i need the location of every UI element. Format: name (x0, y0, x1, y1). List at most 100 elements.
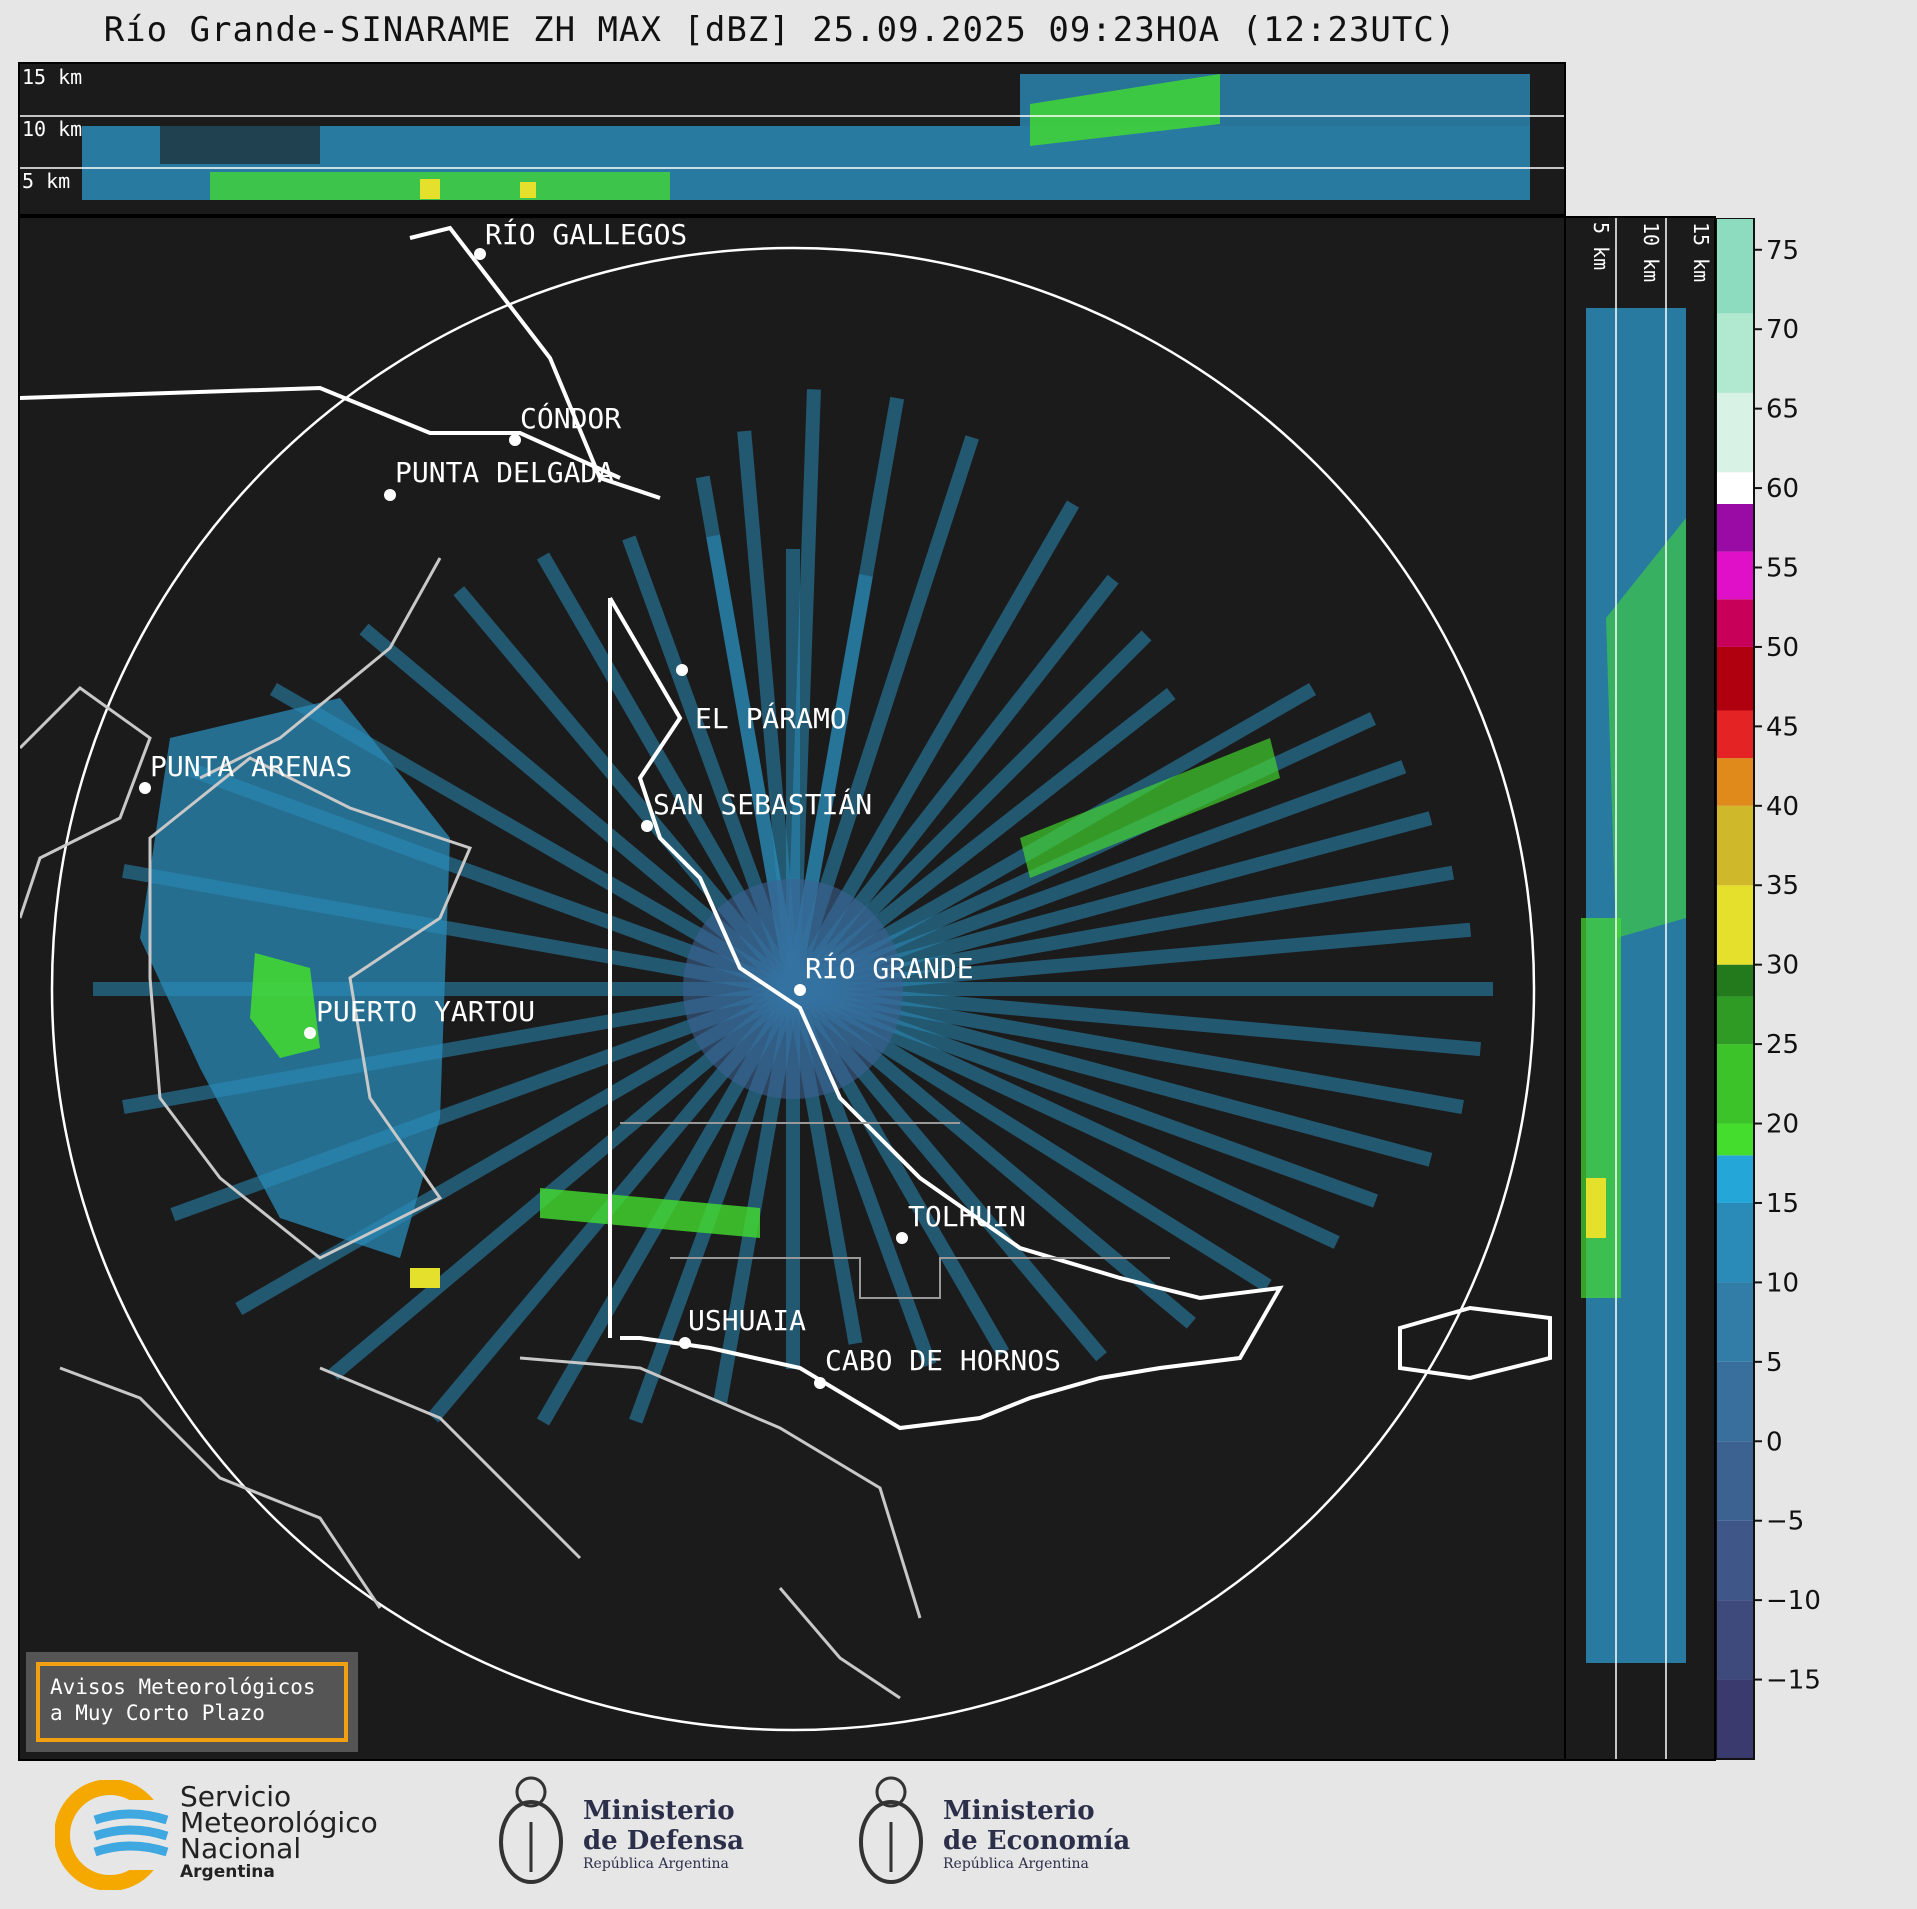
colorbar-tick-label: 0 (1766, 1427, 1783, 1457)
colorbar-swatch (1716, 551, 1754, 600)
height-label-5km: 5 km (22, 169, 70, 193)
colorbar-swatch (1716, 1679, 1754, 1759)
defensa-line-1: Ministerio (583, 1796, 735, 1826)
economia-logo: Ministerio de Economía República Argenti… (855, 1776, 1155, 1890)
economia-shield-icon (859, 1776, 923, 1884)
colorbar-swatch (1716, 805, 1754, 886)
defensa-line-3: República Argentina (583, 1856, 729, 1872)
smn-line-1: Servicio (180, 1780, 292, 1813)
echo-green-east (1020, 738, 1280, 878)
colorbar-swatch (1716, 1155, 1754, 1203)
colorbar-swatch (1716, 472, 1754, 504)
alert-line-2: a Muy Corto Plazo (50, 1701, 265, 1725)
radar-ppi-map: RÍO GALLEGOS CÓNDOR PUNTA DELGADA EL PÁR… (18, 216, 1566, 1761)
colorbar-swatch (1716, 1600, 1754, 1680)
city-label-el-paramo: EL PÁRAMO (695, 701, 847, 735)
colorbar-tick-label: 75 (1766, 236, 1799, 266)
colorbar-swatch (1716, 1044, 1754, 1124)
defensa-logo: Ministerio de Defensa República Argentin… (495, 1776, 775, 1890)
colorbar-swatch (1716, 503, 1754, 552)
colorbar-tick-label: −10 (1766, 1586, 1821, 1616)
colorbar-swatch (1716, 392, 1754, 473)
echo-ray (791, 982, 1464, 1114)
side-height-label-5km: 5 km (1589, 222, 1613, 270)
colorbar-tick-label: −15 (1766, 1666, 1821, 1696)
city-label-ushuaia: USHUAIA (688, 1304, 806, 1337)
colorbar-swatch (1716, 1282, 1754, 1362)
colorbar-tick-label: 45 (1766, 712, 1799, 742)
colorbar-tick-label: 5 (1766, 1348, 1783, 1378)
colorbar-swatches (1716, 218, 1754, 1759)
colorbar-tick-label: 50 (1766, 633, 1799, 663)
city-label-condor: CÓNDOR (520, 401, 621, 435)
coastlines (20, 557, 922, 1700)
colorbar-swatch (1716, 313, 1754, 393)
side-height-profile: 5 km 10 km 15 km (1564, 216, 1716, 1761)
smn-line-3: Nacional (180, 1832, 302, 1865)
defensa-line-2: de Defensa (583, 1826, 744, 1856)
city-label-punta-delgada: PUNTA DELGADA (395, 456, 614, 489)
smn-line-4: Argentina (180, 1862, 275, 1882)
colorbar-swatch (1716, 1520, 1754, 1601)
smn-line-2: Meteorológico (180, 1806, 378, 1839)
colorbar-tick-label: 15 (1766, 1189, 1799, 1219)
coast-tierra-del-fuego (608, 596, 1284, 1431)
colorbar-tick-label: 20 (1766, 1110, 1799, 1140)
height-label-15km: 15 km (22, 65, 82, 89)
colorbar-tick-label: 60 (1766, 474, 1799, 504)
colorbar-tick-label: 70 (1766, 315, 1799, 345)
colorbar-tick-label: 40 (1766, 792, 1799, 822)
alert-line-1: Avisos Meteorológicos (50, 1675, 316, 1699)
alert-box: Avisos Meteorológicos a Muy Corto Plazo (26, 1652, 358, 1752)
colorbar-swatch (1716, 996, 1754, 1045)
echo-green-puerto-yartou (250, 953, 320, 1058)
colorbar-swatch (1716, 758, 1754, 806)
colorbar-tick-label: 10 (1766, 1268, 1799, 1298)
colorbar-swatch (1716, 1202, 1754, 1283)
coast-isla-estados (1398, 1305, 1552, 1381)
colorbar-swatch (1716, 1123, 1754, 1156)
height-label-10km: 10 km (22, 117, 82, 141)
city-label-san-sebastian: SAN SEBASTIÁN (653, 787, 872, 821)
colorbar-tick-label: 35 (1766, 871, 1799, 901)
city-label-rio-grande: RÍO GRANDE (805, 951, 974, 985)
side-height-label-10km: 10 km (1639, 222, 1663, 282)
top-echo-green (1030, 74, 1220, 146)
colorbar-swatch (1716, 1441, 1754, 1521)
echo-ray (792, 922, 1472, 996)
radar-title: Río Grande-SINARAME ZH MAX [dBZ] 25.09.2… (103, 10, 1457, 50)
colorbar-swatch (1716, 1361, 1754, 1442)
city-label-tolhuin: TOLHUIN (908, 1200, 1026, 1233)
border-arg-chile (20, 385, 621, 480)
side-echo-green (1581, 918, 1621, 1298)
echo-green-south (540, 1188, 760, 1238)
side-height-label-15km: 15 km (1689, 222, 1713, 282)
city-markers (139, 248, 908, 1389)
boundaries (20, 225, 1552, 1431)
economia-line-1: Ministerio (943, 1796, 1095, 1826)
colorbar-tick-label: 55 (1766, 554, 1799, 584)
echo-yellow-cell (410, 1268, 440, 1288)
city-label-punta-arenas: PUNTA ARENAS (150, 750, 352, 783)
colorbar-tick-label: 65 (1766, 395, 1799, 425)
smn-emblem (55, 1780, 175, 1890)
colorbar-swatch (1716, 964, 1754, 997)
coast-north (409, 225, 661, 500)
range-ring (50, 246, 1536, 1732)
colorbar-swatch (1716, 885, 1754, 965)
colorbar-tick-label: 30 (1766, 951, 1799, 981)
colorbar-swatch (1716, 646, 1754, 711)
colorbar-swatch (1716, 710, 1754, 759)
colorbar-swatch (1716, 599, 1754, 647)
echo-clutter-center (683, 879, 903, 1099)
city-label-cabo-de-hornos: CABO DE HORNOS (825, 1344, 1061, 1377)
top-height-profile: 15 km 10 km 5 km (18, 62, 1566, 216)
echo-ray (792, 982, 1481, 1057)
colorbar-tick-label: 25 (1766, 1030, 1799, 1060)
echo-ray (791, 865, 1455, 996)
smn-logo: Servicio Meteorológico Nacional Argentin… (55, 1780, 395, 1890)
city-label-puerto-yartou: PUERTO YARTOU (316, 995, 535, 1028)
colorbar-tick-label: −5 (1766, 1507, 1804, 1537)
